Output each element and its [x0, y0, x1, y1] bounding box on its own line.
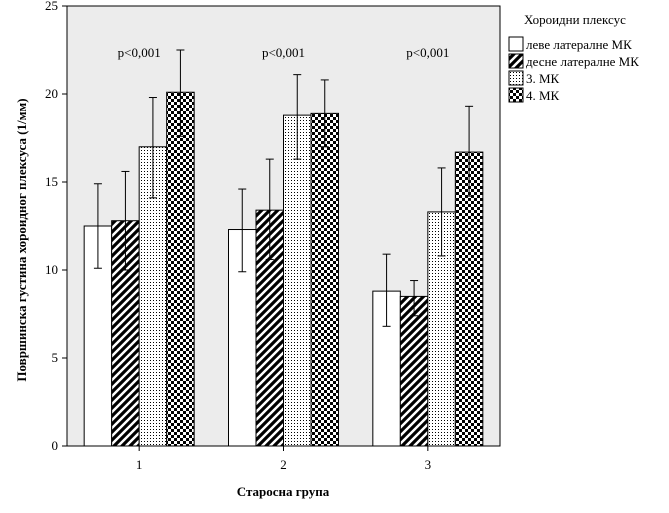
- error-bar-3-group-3: [437, 167, 446, 257]
- y-tick-label: 10: [45, 262, 58, 277]
- x-tick-label: 2: [280, 457, 287, 472]
- p-value-annotation: p<0,001: [262, 45, 305, 60]
- legend: Хороидни плексус леве латералне МК десне …: [508, 12, 639, 103]
- y-tick-label: 20: [45, 86, 58, 101]
- legend-swatch-1: [508, 36, 524, 52]
- x-tick-label: 3: [425, 457, 432, 472]
- error-bar-2-group-2: [265, 158, 274, 260]
- bar-4-group-1: [166, 91, 195, 447]
- legend-label-3: 3. МК: [526, 71, 560, 86]
- error-bar-3-group-2: [293, 74, 302, 160]
- y-axis-title: Површинска густина хороидног плексуса (1…: [14, 98, 29, 381]
- error-bar-4-group-1: [176, 49, 185, 137]
- p-value-annotation: p<0,001: [118, 45, 161, 60]
- error-bar-1-group-1: [93, 183, 102, 269]
- y-tick-label: 5: [52, 350, 59, 365]
- annotations-group: p<0,001 p<0,001 p<0,001: [118, 45, 450, 60]
- y-tick-label: 25: [45, 0, 58, 13]
- x-axis: 1 2 3: [136, 446, 431, 472]
- legend-label-4: 4. МК: [526, 88, 560, 103]
- p-value-annotation: p<0,001: [406, 45, 449, 60]
- legend-swatch-2: [508, 53, 524, 69]
- x-axis-title: Старосна група: [237, 484, 330, 499]
- error-bar-1-group-3: [382, 253, 391, 327]
- error-bar-4-group-3: [465, 105, 474, 197]
- error-bar-3-group-1: [148, 97, 157, 199]
- legend-label-2: десне латералне МК: [526, 54, 639, 69]
- error-bar-2-group-1: [121, 170, 130, 271]
- y-tick-label: 15: [45, 174, 58, 189]
- y-tick-label: 0: [52, 438, 59, 453]
- bar-3-group-2: [283, 114, 312, 447]
- legend-swatch-4: [508, 87, 524, 103]
- y-axis: 0 5 10 15 20 25: [45, 0, 67, 453]
- error-bar-1-group-2: [238, 188, 247, 273]
- legend-label-1: леве латералне МК: [526, 37, 632, 52]
- error-bar-2-group-3: [410, 280, 419, 317]
- bar-4-group-2: [310, 112, 339, 447]
- x-tick-label: 1: [136, 457, 143, 472]
- legend-title: Хороидни плексус: [524, 12, 626, 27]
- error-bars-group: [93, 49, 474, 327]
- error-bar-4-group-2: [320, 79, 329, 148]
- legend-swatch-3: [508, 70, 524, 86]
- bars-group: [83, 91, 484, 447]
- bar-2-group-3: [399, 295, 429, 447]
